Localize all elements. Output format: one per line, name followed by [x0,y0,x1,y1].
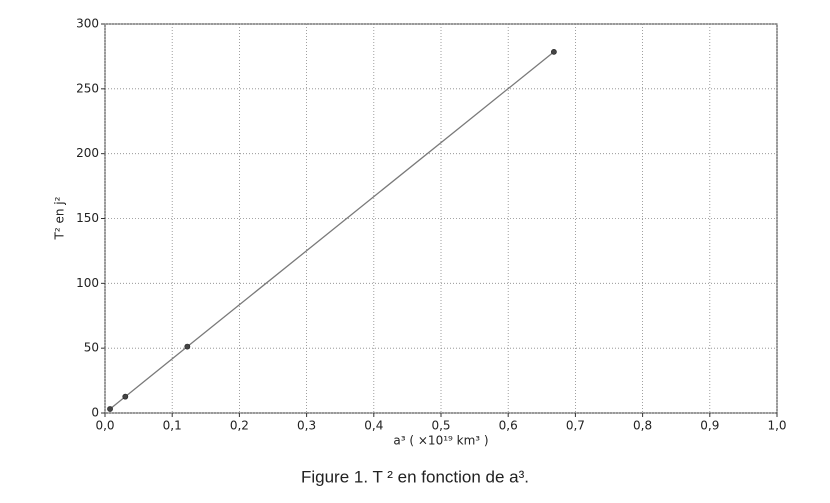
x-tick-label: 0,3 [297,419,316,433]
y-tick-label: 0 [91,406,99,420]
x-axis-label: a³ ( ×10¹⁹ km³ ) [393,434,488,448]
y-tick-label: 100 [76,276,99,290]
y-tick-label: 300 [76,17,99,31]
x-tick-label: 0,7 [566,419,585,433]
x-tick-label: 0,4 [364,419,383,433]
x-tick-label: 1,0 [767,419,786,433]
y-tick-label: 200 [76,146,99,160]
y-axis-label: T² en j² [53,196,67,240]
x-tick-label: 0,8 [633,419,652,433]
data-line [109,51,555,410]
y-tick-label: 250 [76,81,99,95]
data-point [122,393,129,400]
x-tick-label: 0,5 [431,419,450,433]
x-tick-label: 0,6 [499,419,518,433]
y-tick-label: 150 [76,211,99,225]
x-tick-label: 0,1 [163,419,182,433]
x-tick-label: 0,9 [700,419,719,433]
x-tick-label: 0,0 [95,419,114,433]
data-point [550,48,557,55]
data-point [184,343,191,350]
data-point [107,406,113,412]
x-tick-label: 0,2 [230,419,249,433]
caption: Figure 1. T ² en fonction de a³. [301,467,529,486]
y-tick-label: 50 [84,341,99,355]
